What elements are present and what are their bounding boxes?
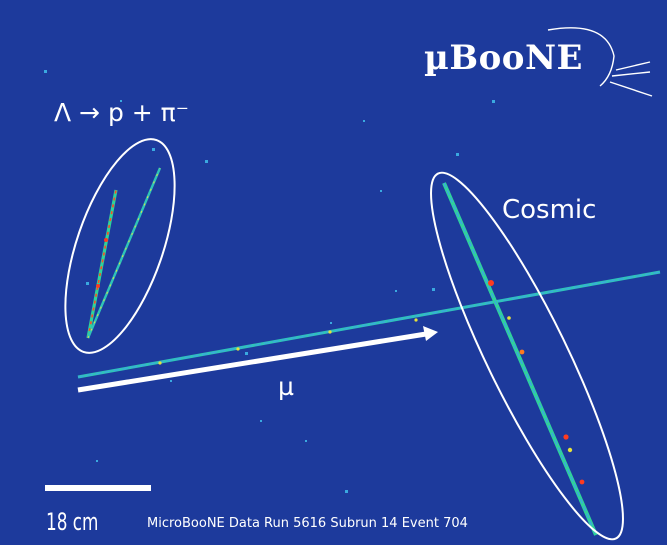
logo-swoosh bbox=[547, 27, 653, 97]
scale-label: 18 cm bbox=[46, 508, 99, 536]
lambda-ellipse bbox=[64, 138, 176, 354]
scale-bar bbox=[45, 485, 151, 491]
event-caption: MicroBooNE Data Run 5616 Subrun 14 Event… bbox=[147, 516, 468, 531]
noise-hits bbox=[44, 70, 495, 493]
lambda-tracks bbox=[86, 167, 162, 339]
microboone-logo: µBooNE bbox=[424, 38, 583, 78]
lambda-decay-label: Λ → p + π⁻ bbox=[54, 98, 189, 127]
muon-arrow bbox=[77, 326, 438, 393]
cosmic-label: Cosmic bbox=[502, 195, 597, 225]
cosmic-ellipse bbox=[430, 171, 624, 541]
muon-track bbox=[77, 270, 661, 379]
muon-label: µ bbox=[278, 372, 294, 401]
cosmic-track bbox=[442, 182, 598, 536]
